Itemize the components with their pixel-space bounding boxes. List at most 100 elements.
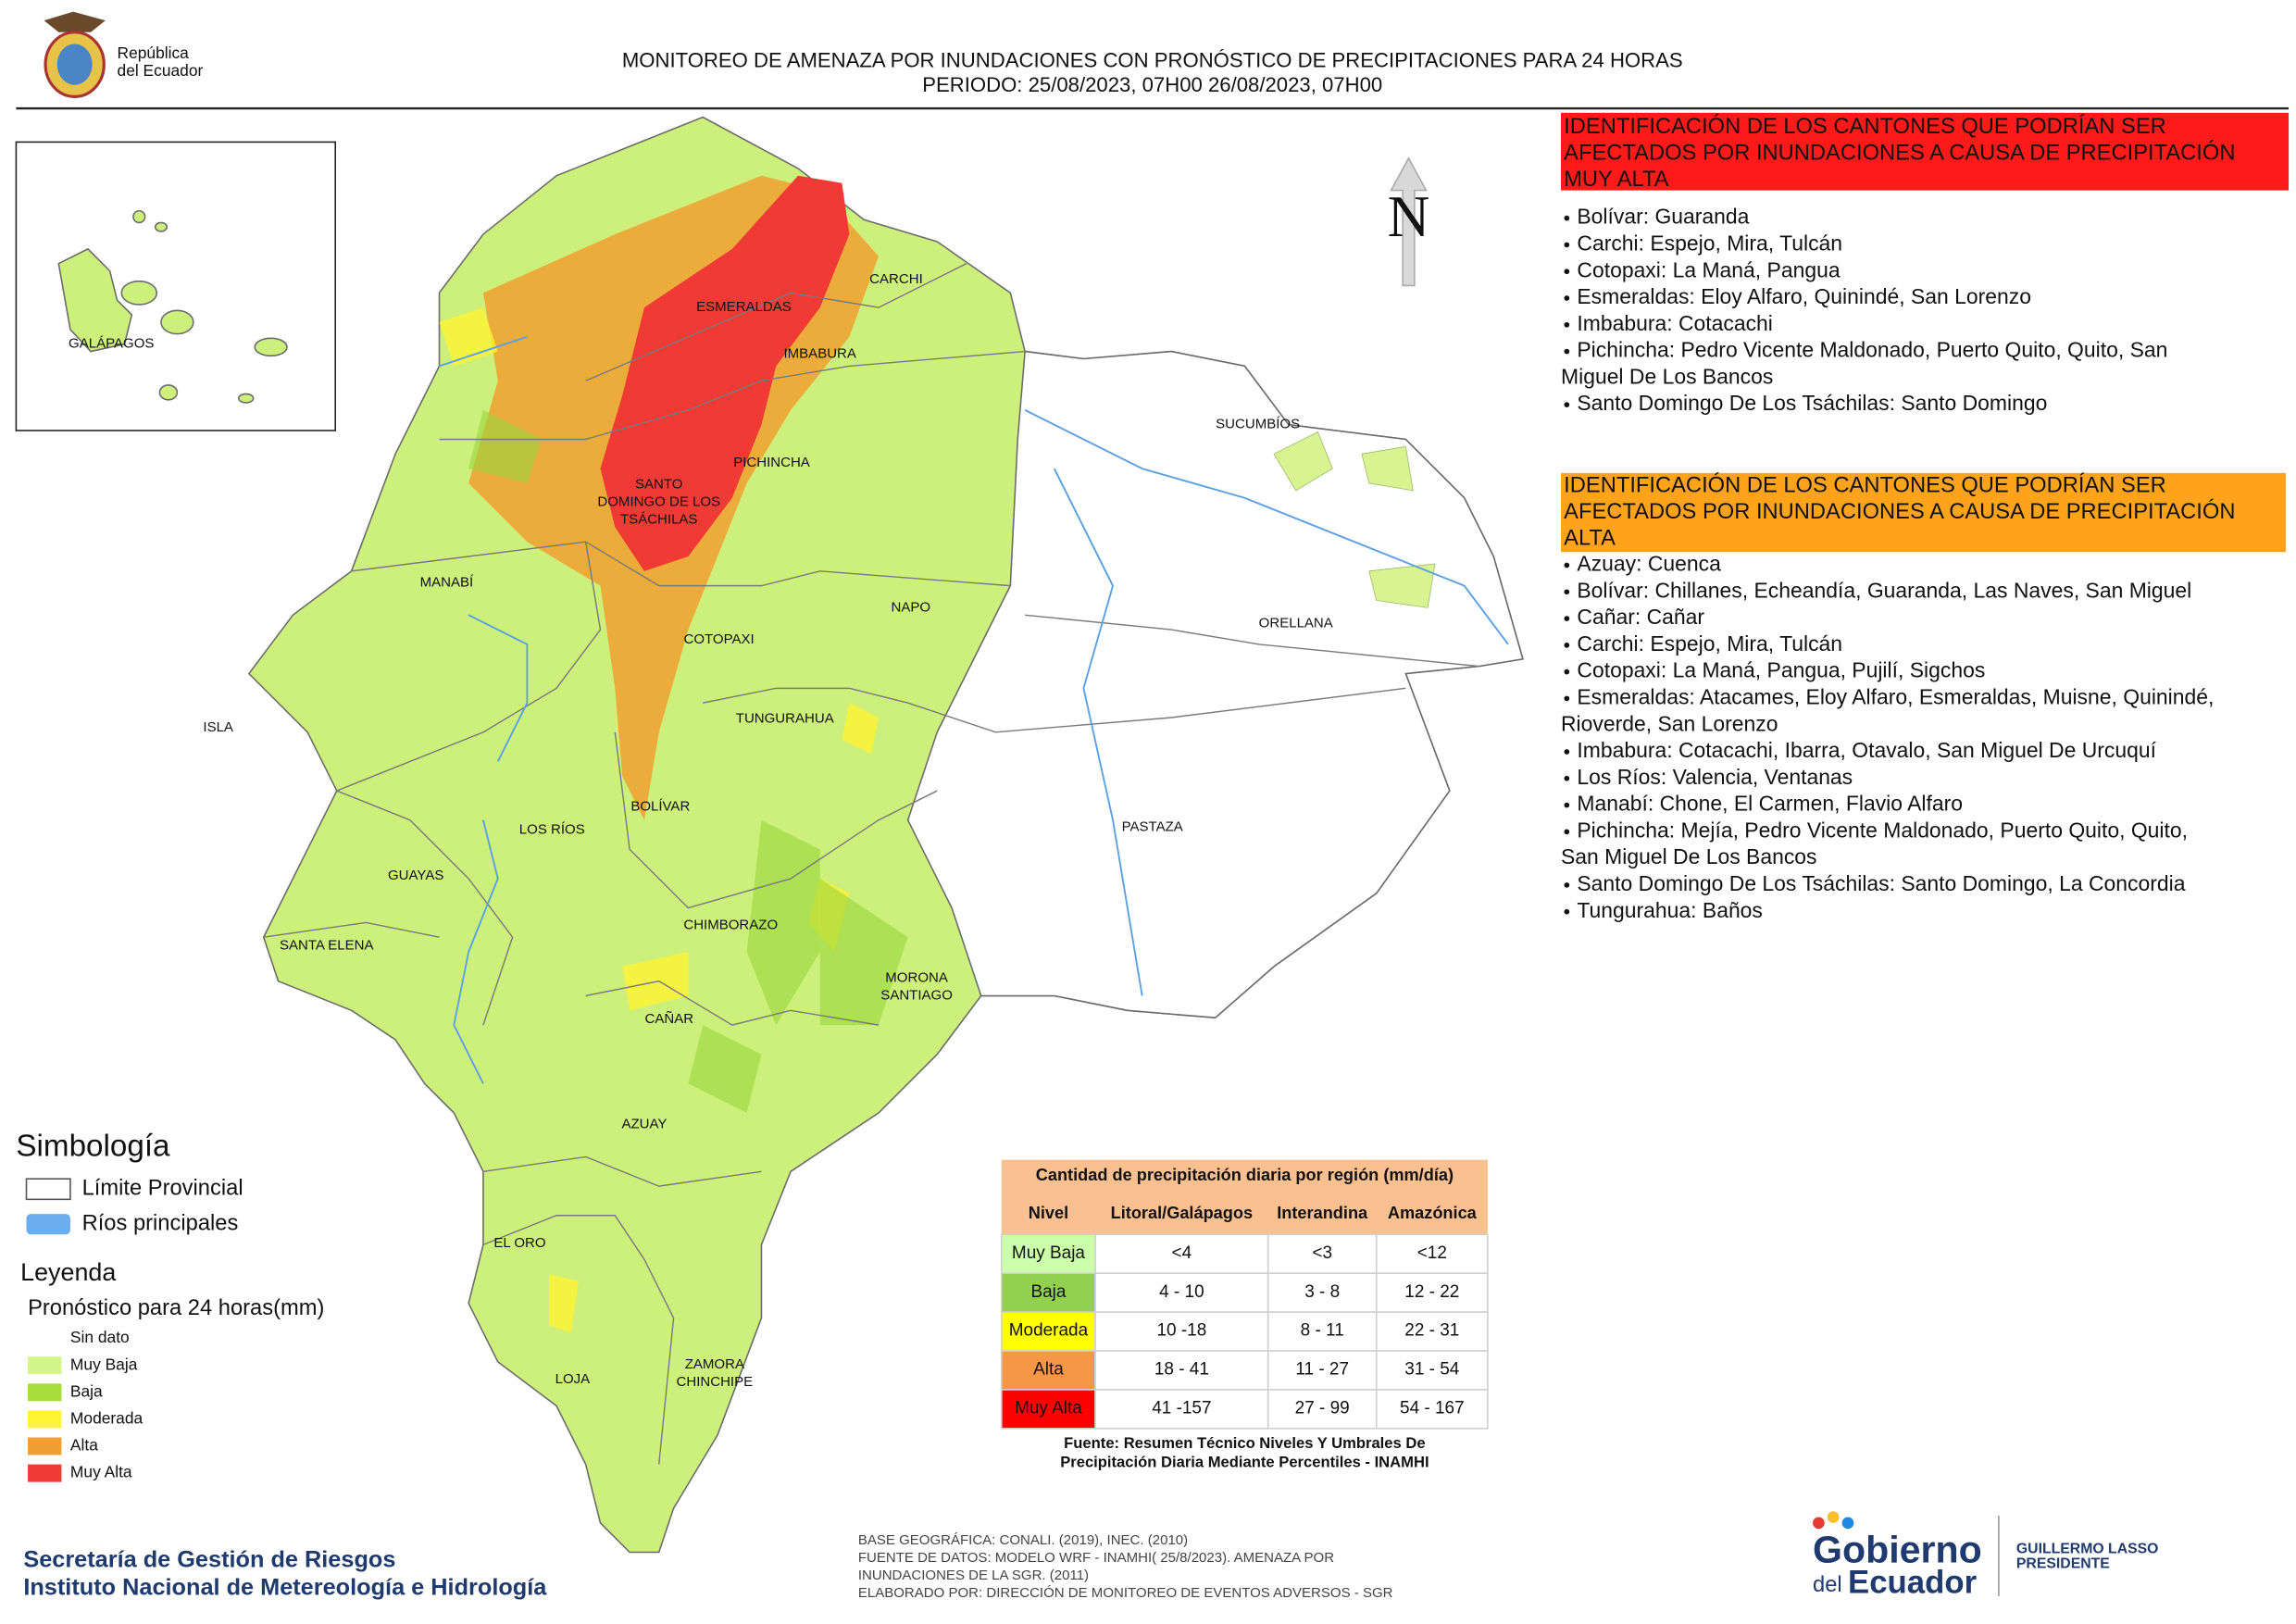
panel-item: Carchi: Espejo, Mira, Tulcán <box>1577 231 1842 256</box>
province-label: ESMERALDAS <box>696 299 792 315</box>
panel-item: Esmeraldas: Atacames, Eloy Alfaro, Esmer… <box>1577 684 2214 708</box>
province-label: COTOPAXI <box>683 631 754 647</box>
credit-line: FUENTE DE DATOS: MODELO WRF - INAMHI( 25… <box>858 1550 1334 1566</box>
table-text: 8 - 11 <box>1301 1321 1344 1341</box>
legend: Sin dato Muy Baja Baja Moderada Alta Muy Alta <box>28 1328 144 1482</box>
table-cell <box>1375 1233 1489 1274</box>
bullet <box>1564 643 1570 648</box>
legend-item: Muy Alta <box>70 1463 132 1481</box>
table-text: 41 -157 <box>1152 1399 1211 1418</box>
bullet <box>1564 616 1570 621</box>
province-label: SANTO <box>635 476 682 492</box>
panel-item: Rioverde, San Lorenzo <box>1561 711 1778 735</box>
panel-item: Miguel De Los Bancos <box>1561 364 1773 388</box>
table-head <box>1001 1159 1488 1235</box>
table-cell <box>1375 1311 1489 1352</box>
symbology-item: Límite Provincial <box>82 1177 243 1201</box>
credits: BASE GEOGRÁFICA: CONALI. (2019), INEC. (… <box>858 1532 1393 1601</box>
table-text: Moderada <box>1009 1321 1089 1341</box>
legend-swatch <box>28 1383 62 1402</box>
province-label: NAPO <box>891 599 930 615</box>
table-cell <box>1375 1350 1489 1391</box>
panel-item: Imbabura: Cotacachi, Ibarra, Otavalo, Sa… <box>1577 738 2156 762</box>
bullet <box>1564 215 1570 221</box>
panel-item: Azuay: Cuenca <box>1577 552 1721 576</box>
bullet <box>1564 749 1570 755</box>
province-label: TUNGURAHUA <box>736 711 834 727</box>
north-label: N <box>1388 184 1430 249</box>
table-cell <box>1267 1350 1378 1391</box>
table-text: Muy Alta <box>1015 1399 1082 1418</box>
threshold-table: Cantidad de precipitación diaria por reg… <box>1001 1159 1489 1470</box>
level-cell <box>1001 1233 1096 1274</box>
panel-title: IDENTIFICACIÓN DE LOS CANTONES QUE PODRÍ… <box>1564 114 2166 139</box>
province-label: ORELLANA <box>1259 616 1333 631</box>
symbology-title: Simbología <box>16 1130 170 1164</box>
logo-text: República <box>118 44 190 62</box>
table-cell <box>1375 1389 1489 1430</box>
province-label: SANTA ELENA <box>280 938 374 954</box>
table-header: Litoral/Galápagos <box>1111 1204 1254 1222</box>
bullet <box>1564 775 1570 781</box>
province-label: SUCUMBÍOS <box>1216 417 1300 432</box>
panel-item: Pichincha: Mejía, Pedro Vicente Maldonad… <box>1577 818 2188 842</box>
province-label: PICHINCHA <box>733 455 810 470</box>
province-label: CHINCHIPE <box>677 1374 754 1390</box>
table-source: Precipitación Diaria Mediante Percentile… <box>1060 1453 1429 1470</box>
table-text: 22 - 31 <box>1404 1321 1459 1341</box>
province-label: LOS RÍOS <box>519 822 585 838</box>
panel-title: IDENTIFICACIÓN DE LOS CANTONES QUE PODRÍ… <box>1564 472 2166 497</box>
legend-swatch <box>28 1464 62 1482</box>
legend-item: Muy Baja <box>70 1355 138 1373</box>
table-text: 54 - 167 <box>1400 1399 1465 1418</box>
table-text: Alta <box>1033 1360 1064 1380</box>
logo-text: del Ecuador <box>118 61 204 80</box>
table-header: Interandina <box>1277 1204 1368 1222</box>
panel-item: Manabí: Chone, El Carmen, Flavio Alfaro <box>1577 792 1963 816</box>
president: PRESIDENTE <box>2016 1555 2110 1571</box>
panel-title: ALTA <box>1564 526 1616 550</box>
table-text: 4 - 10 <box>1159 1282 1204 1302</box>
panel-item: Esmeraldas: Eloy Alfaro, Quinindé, San L… <box>1577 284 2031 308</box>
table-header: Amazónica <box>1388 1204 1478 1222</box>
province-label: CHIMBORAZO <box>683 918 778 933</box>
panel-item: Bolívar: Guaranda <box>1577 205 1749 229</box>
table-text: 31 - 54 <box>1404 1360 1459 1380</box>
province-label: TSÁCHILAS <box>620 511 697 527</box>
legend-subtitle: Pronóstico para 24 horas(mm) <box>28 1296 324 1320</box>
panel-item: Pichincha: Pedro Vicente Maldonado, Puer… <box>1577 338 2167 362</box>
panel-item: Santo Domingo De Los Tsáchilas: Santo Do… <box>1577 871 2185 895</box>
province-label: MANABÍ <box>420 574 474 590</box>
province-label: CAÑAR <box>645 1011 694 1027</box>
province-label: LOJA <box>555 1371 591 1387</box>
table-text: 11 - 27 <box>1295 1360 1349 1380</box>
bullet <box>1564 668 1570 675</box>
credit-line: BASE GEOGRÁFICA: CONALI. (2019), INEC. (… <box>858 1532 1188 1548</box>
province-label: CARCHI <box>869 271 923 287</box>
panel-item: San Miguel De Los Bancos <box>1561 844 1817 868</box>
table-cell <box>1094 1311 1269 1352</box>
legend-item: Moderada <box>70 1408 144 1427</box>
panel-title: MUY ALTA <box>1564 168 1669 192</box>
gov-logo: Gobierno del Ecuador GUILLERMO LASSO PRE… <box>1813 1511 2158 1600</box>
panel-item: Santo Domingo De Los Tsáchilas: Santo Do… <box>1577 391 2047 415</box>
province-label: ZAMORA <box>685 1356 744 1372</box>
table-text: 27 - 99 <box>1295 1399 1350 1418</box>
gov-text: Gobierno <box>1813 1528 1982 1570</box>
panel-item: Bolívar: Chillanes, Echeandía, Guaranda,… <box>1577 578 2191 602</box>
province-label: MORONA <box>885 969 948 985</box>
institution: Instituto Nacional de Metereología e Hid… <box>23 1575 547 1601</box>
table-text: Baja <box>1030 1282 1066 1302</box>
table-cell <box>1375 1272 1489 1313</box>
bullet <box>1564 829 1570 835</box>
legend-swatch <box>28 1437 62 1455</box>
legend-title: Leyenda <box>20 1258 116 1286</box>
panel-title: AFECTADOS POR INUNDACIONES A CAUSA DE PR… <box>1564 499 2235 524</box>
bullet <box>1564 402 1570 408</box>
province-label: DOMINGO DE LOS <box>597 493 720 509</box>
table-cell <box>1267 1389 1378 1430</box>
gov-text: Ecuador <box>1848 1565 1978 1600</box>
province-label: IMBABURA <box>784 346 856 362</box>
